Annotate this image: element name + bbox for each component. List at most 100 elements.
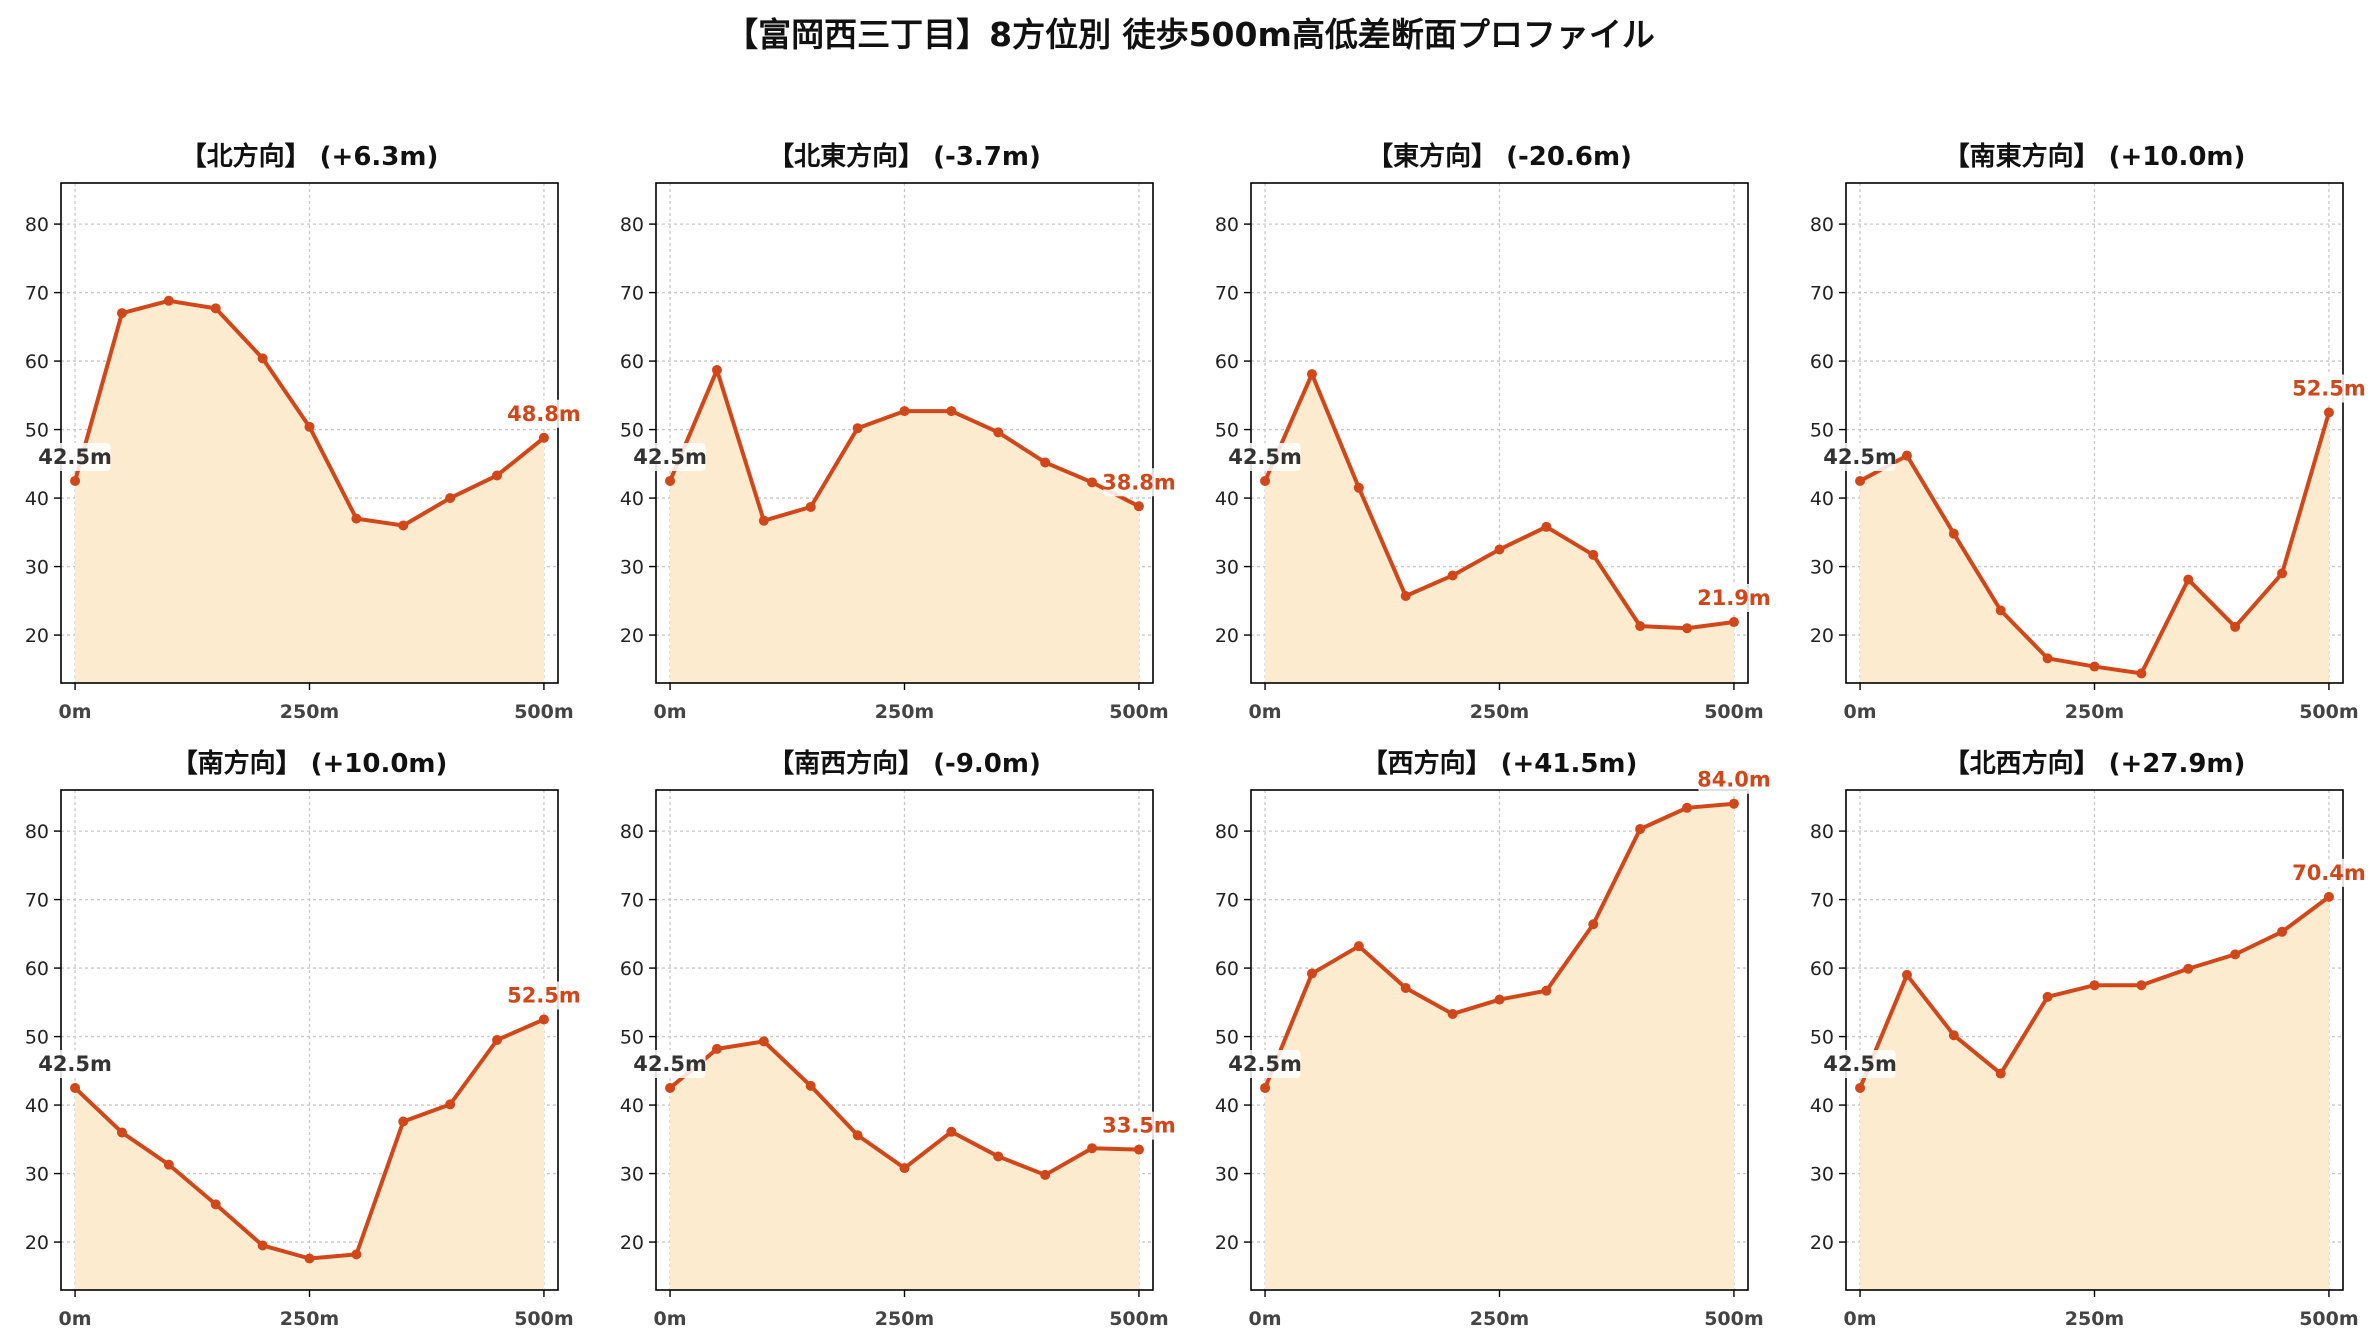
y-tick-label: 30 xyxy=(1215,1164,1239,1186)
data-point xyxy=(1855,475,1866,486)
panel-title: 【南西方向】 (-9.0m) xyxy=(768,748,1041,779)
data-point xyxy=(1995,1068,2006,1079)
profile-panel-3: 20 30 40 50 60 70 80 0m 250m 500m 【南東方向】 (+10.0m) 4… xyxy=(1810,141,2366,723)
data-point xyxy=(899,406,910,417)
data-point xyxy=(1541,521,1552,532)
data-point xyxy=(665,475,676,486)
end-label-box xyxy=(2293,858,2365,887)
data-point xyxy=(805,501,816,512)
y-tick-label: 70 xyxy=(25,890,49,912)
profile-panel-1: 20 30 40 50 60 70 80 0m 250m 500m 【北東方向】 (-3.7m) 42… xyxy=(620,141,1176,723)
x-tick-label: 250m xyxy=(1470,701,1529,723)
data-point xyxy=(2136,980,2147,991)
y-tick-label: 20 xyxy=(620,625,644,647)
start-elevation-label: 42.5m xyxy=(1823,1052,1897,1076)
start-label-box xyxy=(1824,1049,1896,1078)
x-tick-label: 500m xyxy=(1704,701,1763,723)
data-point xyxy=(70,1082,81,1093)
x-tick-label: 500m xyxy=(1109,1308,1168,1330)
data-point xyxy=(2136,668,2147,679)
data-point xyxy=(1682,623,1693,634)
y-tick-label: 50 xyxy=(25,1027,49,1049)
data-point xyxy=(758,515,769,526)
panel-title: 【東方向】 (-20.6m) xyxy=(1367,141,1632,172)
x-tick-label: 500m xyxy=(514,701,573,723)
y-tick-label: 20 xyxy=(1215,1232,1239,1254)
y-tick-label: 20 xyxy=(1810,625,1834,647)
data-point xyxy=(1948,528,1959,539)
data-point xyxy=(1400,982,1411,993)
data-point xyxy=(711,1043,722,1054)
end-label-box xyxy=(508,981,580,1010)
data-point xyxy=(805,1080,816,1091)
data-point xyxy=(2277,926,2288,937)
start-elevation-label: 42.5m xyxy=(1823,445,1897,469)
data-point xyxy=(946,1126,957,1137)
y-tick-label: 50 xyxy=(620,1027,644,1049)
data-point xyxy=(899,1163,910,1174)
data-point xyxy=(1635,621,1646,632)
y-tick-label: 80 xyxy=(1215,214,1239,236)
data-point xyxy=(1087,477,1098,488)
x-tick-label: 250m xyxy=(280,1308,339,1330)
x-tick-label: 250m xyxy=(1470,1308,1529,1330)
x-tick-label: 0m xyxy=(59,701,92,723)
start-label-box xyxy=(634,1049,706,1078)
y-tick-label: 30 xyxy=(620,1164,644,1186)
data-point xyxy=(946,406,957,417)
data-point xyxy=(1995,605,2006,616)
y-tick-label: 20 xyxy=(1810,1232,1834,1254)
y-tick-label: 60 xyxy=(25,351,49,373)
y-tick-label: 50 xyxy=(1810,420,1834,442)
data-point xyxy=(665,1082,676,1093)
data-point xyxy=(1087,1143,1098,1154)
end-elevation-label: 21.9m xyxy=(1697,586,1771,610)
start-elevation-label: 42.5m xyxy=(38,1052,112,1076)
data-point xyxy=(492,470,503,481)
x-tick-label: 0m xyxy=(654,701,687,723)
data-point xyxy=(2042,991,2053,1002)
start-elevation-label: 42.5m xyxy=(633,445,707,469)
start-elevation-label: 42.5m xyxy=(1228,445,1302,469)
data-point xyxy=(1040,457,1051,468)
y-tick-label: 50 xyxy=(25,420,49,442)
end-label-box xyxy=(1103,468,1175,497)
data-point xyxy=(1901,450,1912,461)
end-elevation-label: 70.4m xyxy=(2292,861,2366,885)
start-label-box xyxy=(634,442,706,471)
y-tick-label: 70 xyxy=(1810,890,1834,912)
y-tick-label: 60 xyxy=(1215,351,1239,373)
data-point xyxy=(116,308,127,319)
x-tick-label: 500m xyxy=(514,1308,573,1330)
data-point xyxy=(993,1151,1004,1162)
y-tick-label: 30 xyxy=(1810,557,1834,579)
x-tick-label: 0m xyxy=(654,1308,687,1330)
y-tick-label: 30 xyxy=(1215,557,1239,579)
data-point xyxy=(1447,1008,1458,1019)
data-point xyxy=(116,1127,127,1138)
data-point xyxy=(1728,617,1739,628)
y-tick-label: 60 xyxy=(620,958,644,980)
data-point xyxy=(210,303,221,314)
data-point xyxy=(492,1035,503,1045)
data-point xyxy=(351,513,362,524)
y-tick-label: 80 xyxy=(25,821,49,843)
data-point xyxy=(304,1253,315,1264)
data-point xyxy=(538,1014,549,1025)
data-point xyxy=(1353,482,1364,493)
profile-panel-5: 20 30 40 50 60 70 80 0m 250m 500m 【南西方向】 (-9.0m) 42… xyxy=(620,748,1176,1330)
y-tick-label: 70 xyxy=(620,283,644,305)
x-tick-label: 250m xyxy=(2065,701,2124,723)
start-elevation-label: 42.5m xyxy=(38,445,112,469)
y-tick-label: 60 xyxy=(620,351,644,373)
y-tick-label: 80 xyxy=(1215,821,1239,843)
data-point xyxy=(163,295,174,306)
data-point xyxy=(1306,968,1317,979)
y-tick-label: 80 xyxy=(1810,214,1834,236)
data-point xyxy=(1635,824,1646,835)
elevation-area xyxy=(1265,803,1734,1290)
data-point xyxy=(2323,407,2334,418)
data-point xyxy=(1494,994,1505,1005)
start-label-box xyxy=(1229,1049,1301,1078)
